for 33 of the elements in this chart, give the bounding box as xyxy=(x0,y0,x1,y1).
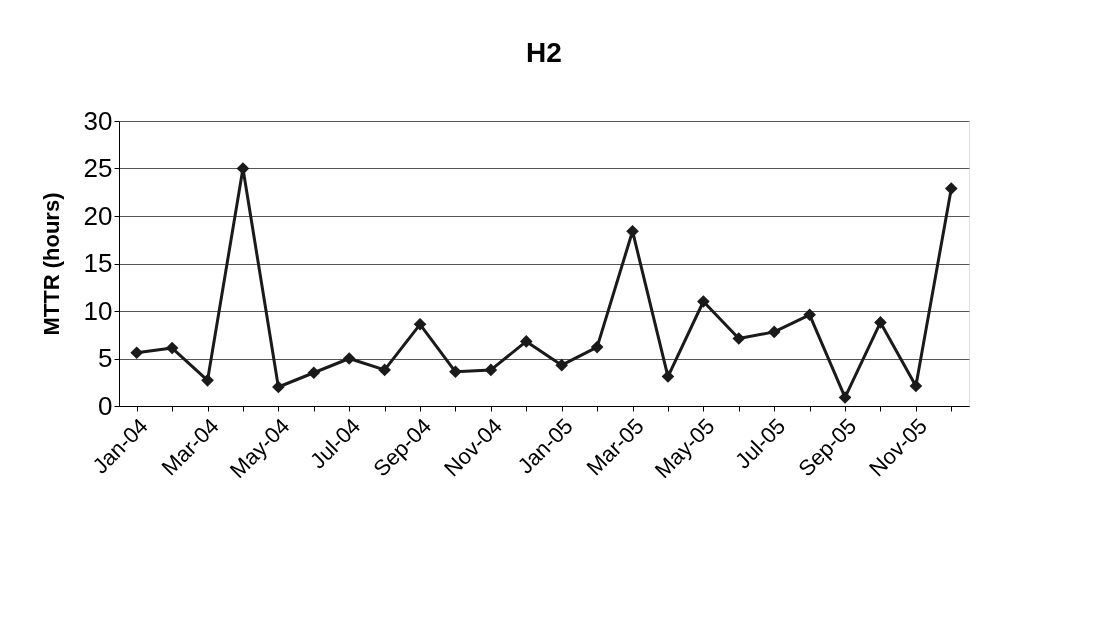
point xyxy=(378,363,391,377)
y-tick-label: 15 xyxy=(83,248,113,278)
y-tick-label: 5 xyxy=(98,343,113,373)
point xyxy=(272,380,285,394)
point xyxy=(413,317,427,331)
point xyxy=(590,340,604,354)
point xyxy=(732,332,746,345)
point xyxy=(697,295,710,308)
point xyxy=(201,374,214,387)
point xyxy=(874,316,887,329)
y-axis-title: MTTR (hours) xyxy=(38,192,64,336)
y-tick-label: 20 xyxy=(83,200,113,231)
point xyxy=(449,365,462,379)
point xyxy=(484,363,498,377)
point xyxy=(803,308,816,322)
y-tick-label: 25 xyxy=(83,153,113,183)
y-tick-label: 10 xyxy=(83,295,113,326)
point xyxy=(519,335,533,348)
point xyxy=(307,366,321,380)
point xyxy=(838,391,852,404)
point xyxy=(165,341,179,355)
point xyxy=(130,346,144,360)
point xyxy=(944,182,958,195)
point xyxy=(767,325,781,339)
point xyxy=(236,162,250,175)
point xyxy=(626,224,639,238)
point xyxy=(555,358,569,372)
point xyxy=(909,379,923,393)
y-tick-label: 30 xyxy=(83,105,113,136)
y-tick-label: 0 xyxy=(98,390,113,421)
point xyxy=(342,352,356,365)
chart-title: H2 xyxy=(526,37,562,68)
point xyxy=(661,370,675,383)
